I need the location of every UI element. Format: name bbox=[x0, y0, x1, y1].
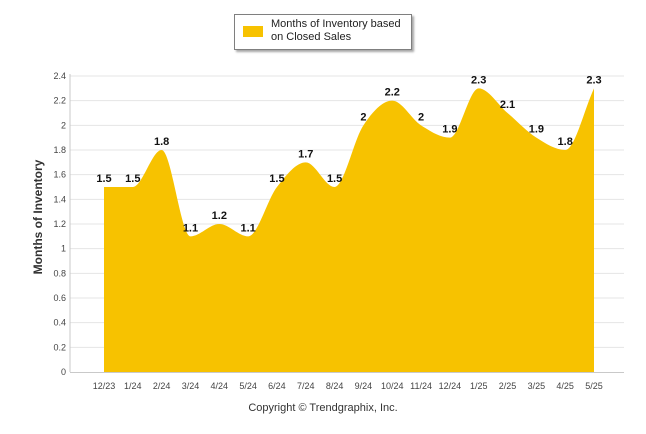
y-tick-label: 0.8 bbox=[53, 268, 66, 278]
data-label: 1.5 bbox=[327, 173, 342, 185]
data-label: 1.2 bbox=[212, 210, 227, 222]
y-tick-label: 0.6 bbox=[53, 293, 66, 303]
legend-swatch bbox=[243, 26, 263, 37]
data-label: 1.8 bbox=[558, 136, 573, 148]
axes: 0 0.2 0.4 0.6 0.8 1 1.2 1.4 1.6 1.8 2 2.2 2.4 12/23 1/… bbox=[53, 71, 624, 391]
series-area bbox=[104, 88, 594, 372]
x-tick-label: 5/24 bbox=[239, 381, 257, 391]
y-tick-label: 1.6 bbox=[53, 170, 66, 180]
data-label: 1.9 bbox=[442, 124, 457, 136]
data-label: 1.5 bbox=[269, 173, 284, 185]
x-tick-label: 12/23 bbox=[93, 381, 116, 391]
data-label: 1.1 bbox=[240, 222, 255, 234]
y-tick-label: 0 bbox=[61, 367, 66, 377]
x-tick-label: 8/24 bbox=[326, 381, 344, 391]
y-tick-label: 1 bbox=[61, 244, 66, 254]
x-tick-label: 1/25 bbox=[470, 381, 488, 391]
x-tick-label: 12/24 bbox=[439, 381, 462, 391]
x-tick-label: 4/24 bbox=[211, 381, 229, 391]
data-label: 1.8 bbox=[154, 136, 169, 148]
x-tick-label: 2/25 bbox=[499, 381, 517, 391]
copyright-text: Copyright © Trendgraphix, Inc. bbox=[248, 402, 398, 414]
y-tick-label: 0.4 bbox=[53, 318, 66, 328]
x-tick-label: 9/24 bbox=[355, 381, 373, 391]
data-label: 1.5 bbox=[96, 173, 111, 185]
x-tick-label: 11/24 bbox=[410, 381, 432, 391]
y-tick-label: 0.2 bbox=[53, 342, 66, 352]
x-tick-label: 3/24 bbox=[182, 381, 200, 391]
data-label: 2.3 bbox=[471, 74, 486, 86]
data-label: 1.7 bbox=[298, 148, 313, 160]
x-tick-label: 4/25 bbox=[556, 381, 574, 391]
y-tick-label: 2.4 bbox=[53, 71, 66, 81]
data-labels: 1.5 1.5 1.8 1.1 1.2 1.1 1.5 1.7 1.5 2 2.2 2 1.9 2.3 2.… bbox=[96, 74, 601, 234]
x-tick-label: 3/25 bbox=[528, 381, 546, 391]
x-tick-label: 1/24 bbox=[124, 381, 142, 391]
data-label: 1.9 bbox=[529, 124, 544, 136]
y-tick-label: 2 bbox=[61, 120, 66, 130]
x-tick-label: 5/25 bbox=[585, 381, 603, 391]
data-label: 1.5 bbox=[125, 173, 140, 185]
data-label: 2.1 bbox=[500, 99, 515, 111]
x-tick-label: 7/24 bbox=[297, 381, 315, 391]
data-label: 1.1 bbox=[183, 222, 198, 234]
y-tick-label: 1.8 bbox=[53, 145, 66, 155]
x-tick-label: 2/24 bbox=[153, 381, 171, 391]
data-label: 2.2 bbox=[385, 87, 400, 99]
y-tick-label: 1.2 bbox=[53, 219, 66, 229]
data-label: 2.3 bbox=[586, 74, 601, 86]
y-axis-title: Months of Inventory bbox=[31, 159, 45, 274]
area-series bbox=[104, 88, 594, 372]
x-tick-label: 10/24 bbox=[381, 381, 404, 391]
legend: Months of Inventory based on Closed Sale… bbox=[234, 14, 412, 50]
data-label: 2 bbox=[360, 111, 366, 123]
x-tick-label: 6/24 bbox=[268, 381, 286, 391]
y-tick-label: 1.4 bbox=[53, 194, 66, 204]
y-tick-label: 2.2 bbox=[53, 96, 66, 106]
data-label: 2 bbox=[418, 111, 424, 123]
legend-label: Months of Inventory based on Closed Sale… bbox=[271, 18, 401, 43]
